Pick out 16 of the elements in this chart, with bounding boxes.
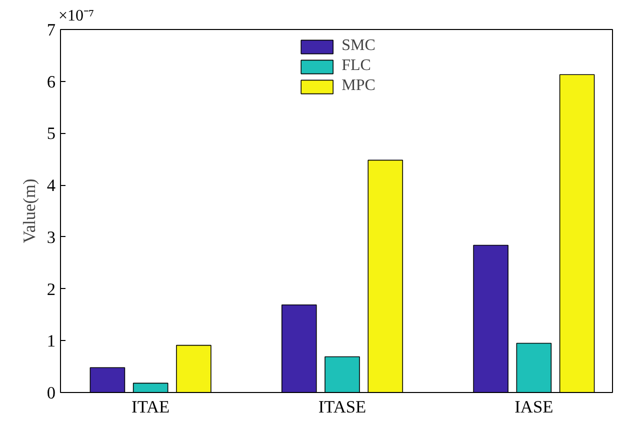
legend-label: MPC bbox=[342, 77, 376, 95]
x-tick-label: ITAE bbox=[132, 398, 170, 416]
y-tick-label: 5 bbox=[46, 124, 56, 144]
y-tick-label: 2 bbox=[46, 280, 56, 299]
y-tick-label: 4 bbox=[46, 176, 56, 196]
legend-label: FLC bbox=[342, 57, 371, 75]
text: ×10⁻⁷ bbox=[58, 8, 94, 24]
legend-label: SMC bbox=[342, 37, 376, 55]
x-tick-label: IASE bbox=[514, 398, 554, 416]
y-tick-label: 7 bbox=[46, 20, 56, 40]
y-axis-title: Value(m) bbox=[20, 178, 39, 244]
y-tick-label: 0 bbox=[46, 384, 56, 402]
y-tick-label: 3 bbox=[46, 228, 56, 247]
y-tick-label: 1 bbox=[46, 332, 56, 351]
y-tick-label: 6 bbox=[46, 72, 56, 92]
x-tick-label: ITASE bbox=[318, 398, 366, 416]
